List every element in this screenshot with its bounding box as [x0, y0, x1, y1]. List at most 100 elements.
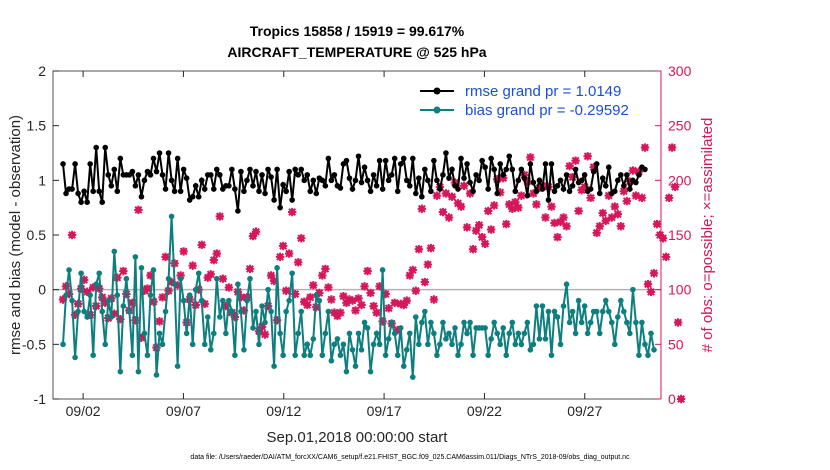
rmse-point — [530, 179, 537, 186]
rmse-point — [226, 183, 232, 189]
bias-point — [412, 314, 419, 320]
rmse-point — [361, 164, 368, 171]
rmse-point — [406, 183, 413, 189]
bias-point — [87, 292, 93, 298]
bias-point — [455, 352, 461, 359]
obs-assimilated-point — [58, 295, 68, 304]
bias-point — [581, 303, 588, 309]
bias-point — [400, 363, 407, 370]
rmse-point — [425, 177, 431, 184]
obs-assimilated-point — [444, 213, 454, 222]
bias-point — [286, 297, 292, 304]
bias-point — [434, 352, 440, 359]
rmse-point — [217, 172, 223, 178]
obs-assimilated-point — [146, 271, 155, 280]
obs-assimilated-point — [499, 173, 508, 183]
rmse-point — [307, 188, 314, 195]
bias-point — [217, 314, 223, 320]
rmse-point — [521, 175, 528, 181]
obs-assimilated-point — [98, 293, 107, 302]
bias-point — [639, 319, 645, 326]
bias-point — [425, 341, 431, 348]
rmse-point — [569, 183, 576, 189]
obs-assimilated-point — [396, 299, 405, 309]
rmse-point — [150, 155, 157, 162]
obs-assimilated-point — [526, 153, 535, 162]
rmse-point — [183, 175, 190, 181]
obs-assimilated-point — [390, 298, 399, 307]
bias-point — [129, 352, 136, 359]
bias-point — [642, 341, 648, 348]
rmse-point — [250, 183, 256, 189]
obs-assimilated-point — [248, 231, 258, 241]
bias-point — [120, 303, 127, 309]
bias-point — [319, 352, 326, 359]
obs-assimilated-point — [245, 264, 255, 274]
rmse-point — [268, 174, 274, 180]
bias-point — [443, 336, 449, 342]
obs-assimilated-point — [399, 300, 408, 310]
bias-point — [253, 308, 259, 315]
rmse-point — [337, 185, 344, 191]
obs-assimilated-point — [544, 182, 553, 192]
obs-assimilated-point — [619, 187, 629, 196]
bias-point — [575, 297, 582, 304]
obs-assimilated-point — [384, 304, 393, 313]
rmse-line — [62, 147, 646, 212]
obs-assimilated-point — [417, 204, 427, 213]
obs-assimilated-point — [260, 330, 270, 339]
bias-point — [189, 341, 196, 348]
rmse-point — [596, 190, 603, 197]
rmse-point — [283, 188, 289, 195]
rmse-point — [292, 166, 298, 173]
rmse-point — [132, 183, 139, 189]
rmse-point — [518, 166, 525, 173]
bias-point — [422, 308, 428, 315]
rmse-point — [572, 166, 579, 173]
obs-assimilated-point — [143, 284, 152, 293]
rmse-point — [440, 172, 446, 178]
rmse-point — [256, 188, 262, 195]
rmse-point — [313, 190, 320, 197]
obs-assimilated-point — [474, 220, 484, 230]
rmse-point — [111, 166, 118, 173]
rmse-point — [189, 193, 196, 200]
rmse-point — [642, 166, 648, 173]
bias-point — [159, 341, 166, 348]
bias-point — [349, 347, 356, 353]
obs-assimilated-point — [128, 298, 137, 307]
bias-point — [343, 368, 350, 375]
bias-point — [177, 275, 184, 282]
bias-point — [572, 330, 579, 337]
rmse-point — [509, 166, 516, 173]
obs-assimilated-point — [137, 333, 146, 342]
bias-point — [63, 292, 69, 298]
obs-assimilated-point — [275, 252, 285, 262]
legend-box — [414, 78, 658, 122]
y-left-tick-label: -1 — [34, 391, 47, 407]
rmse-point — [277, 204, 283, 211]
bias-point — [446, 330, 452, 337]
rmse-point — [542, 161, 549, 167]
obs-assimilated-point — [64, 289, 74, 299]
rmse-point — [286, 168, 292, 175]
bias-point — [491, 319, 497, 326]
bias-point — [370, 341, 377, 348]
obs-assimilated-point — [532, 200, 541, 209]
bias-point — [280, 352, 286, 359]
obs-assimilated-point — [122, 289, 131, 299]
bias-point — [153, 372, 160, 378]
rmse-point — [325, 155, 332, 162]
rmse-point — [210, 186, 217, 192]
y-left-tick-label: 0 — [38, 282, 46, 298]
chart-title-line2: AIRCRAFT_TEMPERATURE @ 525 hPa — [227, 44, 486, 60]
obs-assimilated-point — [95, 284, 104, 293]
rmse-point — [624, 172, 630, 178]
bias-point — [440, 319, 446, 326]
obs-assimilated-point — [423, 260, 433, 269]
rmse-point — [449, 166, 455, 173]
obs-assimilated-point — [119, 266, 128, 276]
y-right-tick-label: 200 — [668, 172, 692, 188]
obs-assimilated-point — [634, 167, 644, 176]
rmse-point — [192, 183, 199, 189]
